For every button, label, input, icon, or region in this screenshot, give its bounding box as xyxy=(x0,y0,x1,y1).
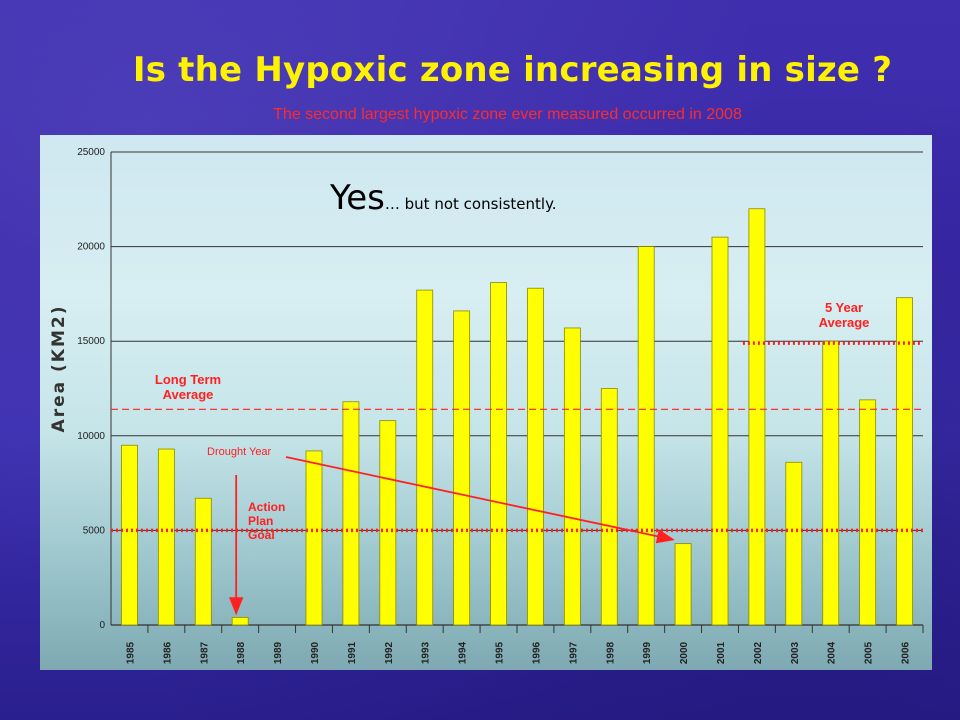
bar xyxy=(674,543,692,626)
slide-subtitle: The second largest hypoxic zone ever mea… xyxy=(273,106,742,123)
y-tick-label: 20000 xyxy=(77,242,105,253)
slide-title: Is the Hypoxic zone increasing in size ? xyxy=(132,50,893,90)
x-tick-label: 1986 xyxy=(162,641,173,664)
x-tick-label: 2000 xyxy=(679,641,690,664)
bar xyxy=(121,444,138,626)
x-tick-label: 1993 xyxy=(421,641,432,664)
bar xyxy=(600,388,618,626)
bar xyxy=(416,289,434,626)
bar xyxy=(342,401,360,626)
bar xyxy=(379,420,397,626)
x-tick-label: 1990 xyxy=(310,641,321,664)
five-year-average-label: Average xyxy=(819,315,870,330)
bar xyxy=(563,327,581,626)
hypoxic-zone-bar-chart: 0 5000 10000 15000 20000 25000 Area (KM2) 1985 1… xyxy=(49,147,924,664)
x-tick-label: 1995 xyxy=(495,641,506,664)
bar xyxy=(785,461,803,626)
y-tick-label: 0 xyxy=(99,620,105,631)
y-tick-label: 10000 xyxy=(77,431,105,442)
yes-annotation: Yes… but not consistently. xyxy=(330,178,557,218)
bar xyxy=(896,297,913,626)
x-tick-label: 1985 xyxy=(125,641,136,664)
bar xyxy=(157,448,175,626)
yes-annotation-big: Yes xyxy=(330,178,385,218)
chart-panel: 0 5000 10000 15000 20000 25000 Area (KM2) 1985 1… xyxy=(40,135,932,670)
bar xyxy=(822,340,840,626)
action-plan-goal-label: Goal xyxy=(248,528,275,542)
x-tick-label: 1988 xyxy=(236,641,247,664)
x-tick-label: 2004 xyxy=(827,641,838,664)
x-tick-label: 1994 xyxy=(458,641,469,664)
x-tick-label: 2003 xyxy=(790,641,801,664)
y-axis-title: Area (KM2) xyxy=(49,305,69,433)
bar xyxy=(194,497,212,626)
x-tick-label: 1996 xyxy=(531,641,542,664)
y-tick-label: 25000 xyxy=(77,147,105,158)
action-plan-goal-label: Action xyxy=(248,500,285,514)
drought-year-label: Drought Year xyxy=(207,446,272,458)
long-term-average-label: Average xyxy=(163,387,214,402)
x-tick-label: 1999 xyxy=(642,641,653,664)
x-tick-label: 2006 xyxy=(901,641,912,664)
x-tick-label: 2001 xyxy=(716,641,727,664)
bar xyxy=(748,208,766,626)
bar xyxy=(527,287,544,626)
bar xyxy=(490,282,507,626)
bar xyxy=(711,236,729,626)
x-tick-label: 2002 xyxy=(753,641,764,664)
x-tick-label: 1992 xyxy=(384,641,395,664)
x-tick-label: 1998 xyxy=(605,641,616,664)
x-tick-label: 1987 xyxy=(199,641,210,664)
action-plan-goal-label: Plan xyxy=(248,514,273,528)
five-year-average-label: 5 Year xyxy=(825,300,863,315)
bar xyxy=(453,310,471,626)
x-tick-label: 1989 xyxy=(273,641,284,664)
bar xyxy=(231,617,249,626)
x-tick-label: 1991 xyxy=(347,641,358,664)
yes-annotation-small: … but not consistently. xyxy=(384,195,557,213)
bar xyxy=(859,399,877,626)
y-tick-label: 15000 xyxy=(77,336,105,347)
drought-year-arrow xyxy=(285,456,675,544)
bar xyxy=(305,450,323,626)
x-tick-label: 2005 xyxy=(864,641,875,664)
bar xyxy=(637,246,655,626)
long-term-average-label: Long Term xyxy=(155,372,221,387)
y-tick-label: 5000 xyxy=(83,525,106,536)
x-tick-label: 1997 xyxy=(568,641,579,664)
